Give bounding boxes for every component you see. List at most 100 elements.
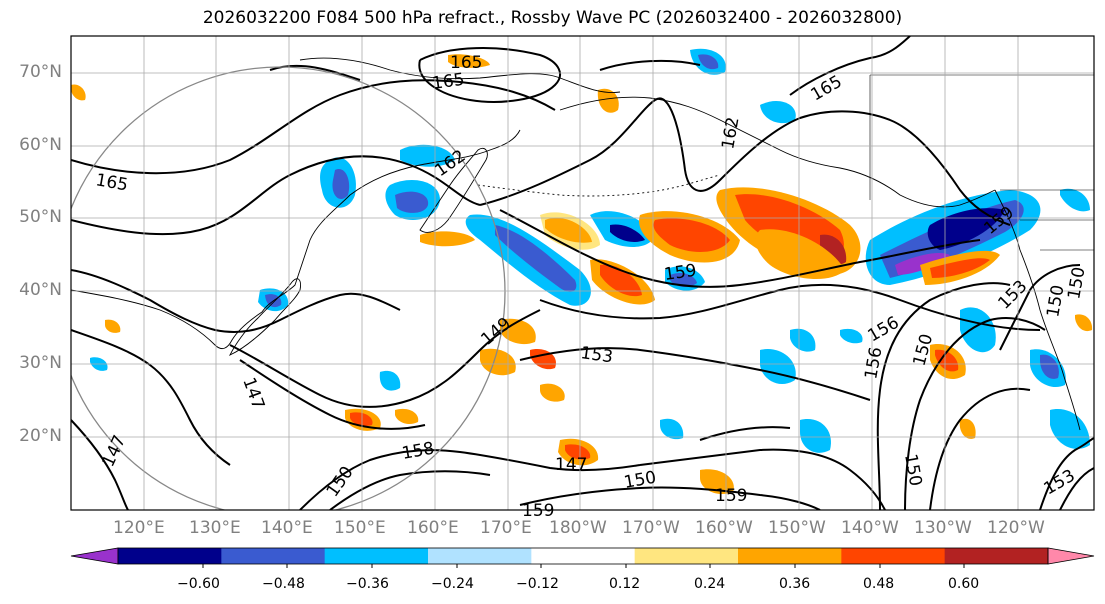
negative-anomaly-patch	[332, 169, 350, 200]
positive-anomaly-patch	[565, 444, 591, 460]
lon-label: 170°E	[480, 518, 532, 538]
contour-line	[71, 79, 556, 175]
colorbar-tick-label: −0.12	[516, 576, 559, 592]
contour-line	[239, 359, 426, 430]
negative-anomaly-patch	[895, 253, 950, 275]
contour-label: 159	[522, 501, 554, 521]
colorbar-tick-label: −0.48	[262, 576, 305, 592]
contour-line	[929, 387, 1031, 510]
negative-anomaly-patch	[800, 419, 831, 453]
lon-label: 150°E	[334, 518, 386, 538]
lat-label: 20°N	[19, 426, 62, 446]
negative-anomaly-patch	[760, 100, 796, 124]
asia-coastline	[71, 129, 521, 350]
contour-line	[789, 36, 911, 96]
contour-line	[904, 317, 1046, 510]
positive-anomaly-patch	[448, 54, 490, 68]
colorbar-frame	[117, 547, 1049, 565]
kamchatka-coastline	[419, 147, 488, 233]
colorbar-tick-label: −0.60	[177, 576, 220, 592]
colorbar-tick-label: −0.36	[346, 576, 389, 592]
negative-anomaly-patch	[960, 307, 996, 353]
colorbar-tick-label: 0.48	[863, 576, 895, 592]
contour-line	[329, 470, 491, 510]
positive-anomaly-patch	[480, 348, 516, 376]
positive-anomaly-patch	[500, 318, 536, 345]
negative-anomaly-patch	[1050, 409, 1090, 449]
lon-label: 160°W	[695, 518, 753, 538]
positive-anomaly-patch	[600, 264, 642, 297]
colorbar-segment	[841, 548, 946, 564]
contour-line	[876, 282, 1011, 510]
lat-label: 40°N	[19, 280, 62, 300]
colorbar	[70, 547, 1095, 568]
shaded-anomaly-fields	[71, 48, 1093, 495]
positive-anomaly-patch	[71, 84, 86, 101]
lon-label: 140°W	[841, 518, 899, 538]
lon-label: 160°E	[407, 518, 459, 538]
colorbar-segment	[531, 548, 636, 564]
positive-anomaly-patch	[959, 418, 976, 439]
lon-label: 130°E	[189, 518, 241, 538]
negative-anomaly-patch	[610, 224, 645, 243]
negative-anomaly-patch	[395, 191, 429, 213]
contour-line	[599, 59, 701, 71]
positive-anomaly-patch	[540, 383, 565, 402]
lon-label: 130°W	[914, 518, 972, 538]
north-america-coastline	[994, 189, 1081, 431]
contour-line	[71, 155, 481, 236]
contour-line	[519, 347, 871, 401]
lon-label: 170°W	[622, 518, 680, 538]
positive-anomaly-patch	[935, 349, 959, 372]
negative-anomaly-patch	[840, 328, 863, 344]
contour-line	[229, 309, 541, 408]
colorbar-segment	[324, 548, 429, 564]
contour-label: 159	[663, 261, 698, 285]
negative-anomaly-patch	[670, 272, 697, 287]
lat-label: 50°N	[19, 207, 62, 227]
negative-anomaly-patch	[379, 370, 401, 391]
colorbar-segment	[428, 548, 532, 564]
lon-label: 150°W	[768, 518, 826, 538]
colorbar-tick-label: −0.24	[431, 576, 474, 592]
positive-anomaly-patch	[350, 412, 373, 427]
lat-label: 70°N	[19, 62, 62, 82]
lon-label: 120°E	[113, 518, 165, 538]
aleutian-chain	[477, 174, 721, 197]
negative-anomaly-patch	[790, 328, 816, 352]
colorbar-extend-low	[70, 547, 119, 565]
negative-anomaly-patch	[495, 225, 577, 292]
contour-line	[1059, 467, 1094, 510]
colorbar-segment	[221, 548, 326, 564]
colorbar-tick-label: 0.36	[779, 576, 811, 592]
contour-line	[499, 209, 981, 288]
map-frame	[70, 35, 1095, 511]
lon-label: 140°E	[261, 518, 313, 538]
negative-anomaly-patch	[1040, 354, 1059, 379]
gridlines	[71, 36, 1094, 510]
contour-label: 165	[450, 53, 482, 73]
colorbar-segment	[118, 548, 222, 564]
negative-anomaly-patch	[1060, 188, 1090, 212]
colorbar-extend-high	[1047, 547, 1095, 565]
positive-anomaly-patch	[105, 319, 121, 333]
region-circle	[71, 66, 506, 510]
contour-label: 165	[431, 70, 466, 94]
positive-anomaly-patch	[420, 231, 475, 247]
negative-anomaly-patch	[698, 54, 719, 70]
colorbar-tick-label: 0.60	[948, 576, 980, 592]
colorbar-segment	[738, 548, 842, 564]
negative-anomaly-patch	[660, 418, 684, 440]
positive-anomaly-patch	[653, 218, 730, 252]
contour-line	[299, 449, 641, 510]
positive-anomaly-patch	[700, 469, 734, 495]
lon-label: 120°W	[987, 518, 1045, 538]
negative-anomaly-patch	[927, 208, 1005, 250]
contour-line	[71, 269, 401, 333]
contour-line	[418, 47, 561, 103]
positive-anomaly-patch	[395, 408, 419, 425]
contour-label: 147	[555, 455, 587, 475]
colorbar-tick-label: 0.12	[609, 576, 641, 592]
contour-line	[479, 97, 1011, 226]
